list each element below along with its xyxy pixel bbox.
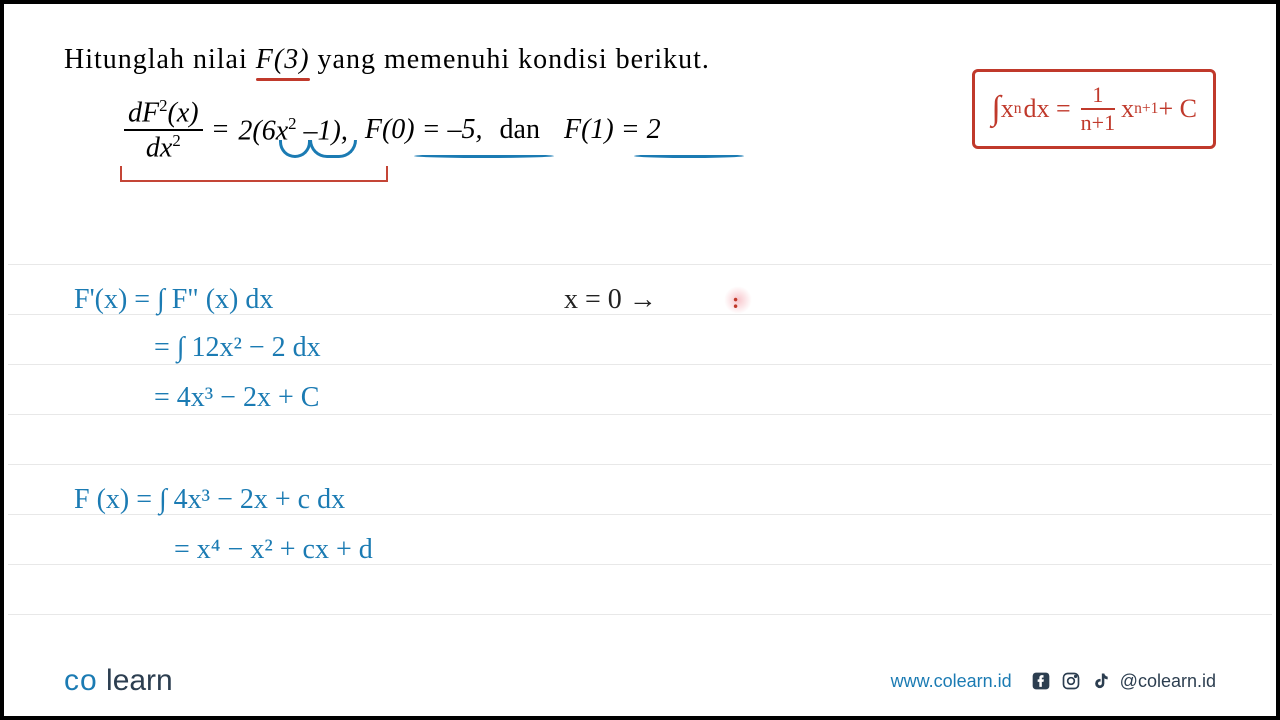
footer-url[interactable]: www.colearn.id — [891, 671, 1012, 692]
social-handle[interactable]: @colearn.id — [1120, 671, 1216, 692]
fraction-lhs: dF2(x) dx2 — [124, 96, 203, 165]
work-line-4: F (x) = ∫ 4x³ − 2x + c dx — [74, 484, 345, 516]
work-line-2: = ∫ 12x² − 2 dx — [154, 332, 321, 364]
cond-f1: F(1) = 2 — [564, 114, 661, 146]
formula-dx: dx = — [1024, 94, 1071, 124]
red-bracket — [120, 166, 388, 182]
work-line-3: = 4x³ − 2x + C — [154, 382, 319, 414]
problem-text-pre: Hitunglah nilai — [64, 44, 256, 75]
aside-arrow: → — [629, 284, 657, 315]
formula-int: ∫ — [991, 90, 1000, 128]
footer: co learn www.colearn.id @colearn.id — [64, 664, 1216, 698]
red-colon-icon: : — [732, 288, 739, 314]
formula-exp-np1: n+1 — [1134, 100, 1158, 118]
formula-fraction: 1 n+1 — [1081, 82, 1115, 136]
social-handle-group: @colearn.id — [1030, 670, 1216, 692]
work-aside: x = 0 → — [564, 284, 657, 316]
brand-co: co — [64, 664, 98, 697]
formula-plus-c: + C — [1158, 94, 1197, 124]
formula-frac-den: n+1 — [1081, 110, 1115, 136]
dan: dan — [493, 114, 554, 146]
blue-underline-1 — [414, 154, 554, 158]
work-line-1: F'(x) = ∫ F" (x) dx — [74, 284, 273, 316]
cond-f0: F(0) = –5, — [358, 114, 483, 146]
power-rule-box: ∫xn dx = 1 n+1 xn+1 + C — [972, 69, 1216, 149]
blue-arc-1 — [279, 140, 311, 158]
formula-x: x — [1121, 94, 1134, 124]
instagram-icon[interactable] — [1060, 670, 1082, 692]
facebook-icon[interactable] — [1030, 670, 1052, 692]
formula-frac-num: 1 — [1092, 82, 1103, 108]
tiktok-icon[interactable] — [1090, 670, 1112, 692]
formula-exp-n: n — [1014, 100, 1022, 118]
equals: = — [213, 114, 229, 146]
notebook-region — [8, 264, 1272, 656]
aside-x0: x = 0 — [564, 284, 629, 315]
problem-f3: F(3) — [256, 44, 310, 75]
problem-text-post: yang memenuhi kondisi berikut. — [310, 44, 710, 75]
brand-logo: co learn — [64, 664, 173, 698]
work-line-5: = x⁴ − x² + cx + d — [174, 534, 373, 566]
blue-underline-2 — [634, 154, 744, 158]
brand-learn: learn — [98, 664, 173, 697]
blue-arc-2 — [309, 140, 357, 158]
